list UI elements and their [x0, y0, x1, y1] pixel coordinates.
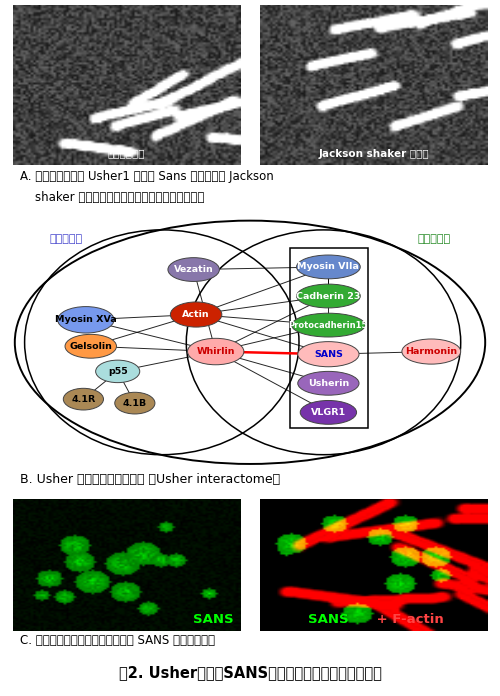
Ellipse shape	[300, 400, 356, 425]
Text: + F-actin: + F-actin	[372, 613, 444, 626]
Ellipse shape	[296, 255, 360, 279]
Ellipse shape	[168, 258, 220, 281]
Text: 感覚毛凝集: 感覚毛凝集	[418, 234, 451, 244]
Text: SANS: SANS	[192, 613, 233, 626]
Text: Usherin: Usherin	[308, 379, 349, 388]
Ellipse shape	[96, 360, 140, 383]
Text: p55: p55	[108, 367, 128, 376]
Text: C. マウスの内耳有毛細胞における SANS 蛋白質の局在: C. マウスの内耳有毛細胞における SANS 蛋白質の局在	[20, 634, 214, 647]
Ellipse shape	[58, 306, 114, 333]
Text: VLGR1: VLGR1	[311, 408, 346, 417]
Text: 野生型マウス: 野生型マウス	[108, 148, 145, 159]
Bar	[290, 248, 368, 428]
Ellipse shape	[298, 342, 359, 367]
Ellipse shape	[188, 338, 244, 365]
Text: 感覚毛伸長: 感覚毛伸長	[49, 234, 82, 244]
Text: SANS: SANS	[308, 613, 348, 626]
Text: Myosin VIIa: Myosin VIIa	[298, 262, 360, 271]
Ellipse shape	[65, 334, 116, 358]
Text: Harmonin: Harmonin	[405, 347, 458, 356]
Text: B. Usher 蛋白質ネットワーク （Usher interactome）: B. Usher 蛋白質ネットワーク （Usher interactome）	[20, 473, 280, 487]
Text: 図2. Usher蛋白質SANSの内耳有毛細胞における機能: 図2. Usher蛋白質SANSの内耳有毛細胞における機能	[118, 665, 382, 680]
Text: SANS: SANS	[314, 349, 343, 358]
Text: Gelsolin: Gelsolin	[70, 342, 112, 351]
Text: Protocadherin15: Protocadherin15	[288, 321, 368, 330]
Text: shaker マウスの内耳有毛細胞の感覚毛の表現型: shaker マウスの内耳有毛細胞の感覚毛の表現型	[20, 191, 204, 204]
Ellipse shape	[115, 393, 155, 414]
Ellipse shape	[402, 339, 460, 364]
Ellipse shape	[298, 372, 359, 395]
Text: Myosin XVa: Myosin XVa	[55, 315, 116, 324]
Text: Vezatin: Vezatin	[174, 265, 214, 274]
Ellipse shape	[292, 313, 365, 337]
Text: Cadherin 23: Cadherin 23	[296, 292, 360, 301]
Text: A. 野生型マウスと Usher1 遺伝子 Sans 突然変異体 Jackson: A. 野生型マウスと Usher1 遺伝子 Sans 突然変異体 Jackson	[20, 171, 274, 183]
Text: 4.1B: 4.1B	[123, 399, 147, 408]
Ellipse shape	[64, 388, 104, 410]
Text: 4.1R: 4.1R	[72, 395, 96, 404]
Text: Actin: Actin	[182, 310, 210, 319]
Text: Jackson shaker マウス: Jackson shaker マウス	[318, 148, 429, 159]
Ellipse shape	[296, 284, 360, 308]
Text: Whirlin: Whirlin	[196, 347, 235, 356]
Ellipse shape	[170, 302, 222, 327]
